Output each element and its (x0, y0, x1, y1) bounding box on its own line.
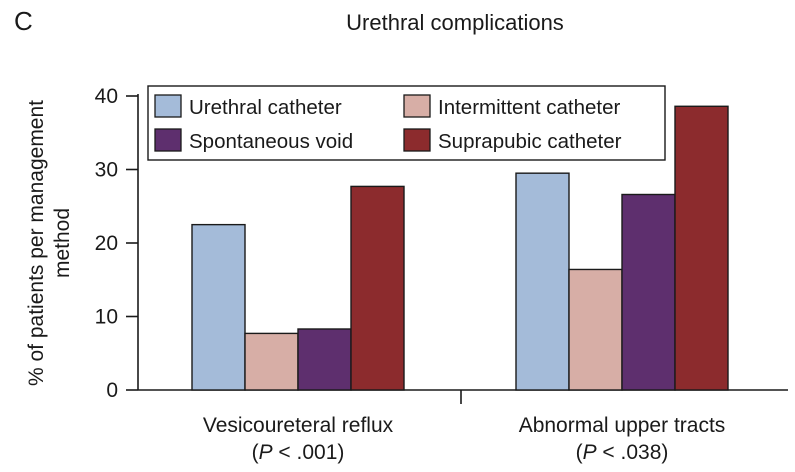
bar (350, 185, 405, 391)
bars (191, 105, 729, 391)
bar (621, 193, 676, 391)
bar (191, 223, 246, 391)
chart-title: Urethral complications (346, 10, 564, 35)
legend-label: Intermittent catheter (438, 96, 620, 119)
panel-letter: C (14, 6, 33, 36)
y-tick-label: 20 (95, 232, 118, 255)
bar (515, 172, 570, 391)
legend-swatch (154, 128, 182, 152)
y-axis-label-line: % of patients per management (25, 100, 48, 386)
y-axis-label-line: method (51, 208, 74, 278)
bar (297, 328, 352, 391)
y-axis-ticks: 0 10 20 30 40 (95, 85, 138, 402)
legend-label: Suprapubic catheter (438, 130, 622, 153)
legend-label: Urethral catheter (189, 96, 342, 119)
y-tick-label: 10 (95, 306, 118, 329)
x-axis-labels: Vesicoureteral reflux (P < .001) Abnormal … (203, 414, 725, 464)
x-category-sublabel: (P < .001) (252, 441, 345, 464)
y-axis-label: % of patients per management method (25, 100, 74, 386)
legend-swatch (403, 94, 431, 118)
x-category-sublabel: (P < .038) (576, 441, 669, 464)
legend-swatch (154, 94, 182, 118)
legend-label: Spontaneous void (189, 130, 353, 153)
y-tick-label: 40 (95, 85, 118, 108)
x-category-label: Abnormal upper tracts (519, 414, 726, 437)
bar (674, 105, 729, 391)
legend-swatch (403, 128, 431, 152)
x-category-label: Vesicoureteral reflux (203, 414, 394, 437)
bar (244, 332, 299, 391)
y-tick-label: 30 (95, 159, 118, 182)
legend: Urethral catheter Intermittent catheter Sp… (147, 85, 666, 161)
bar (568, 268, 623, 391)
y-tick-label: 0 (106, 379, 118, 402)
